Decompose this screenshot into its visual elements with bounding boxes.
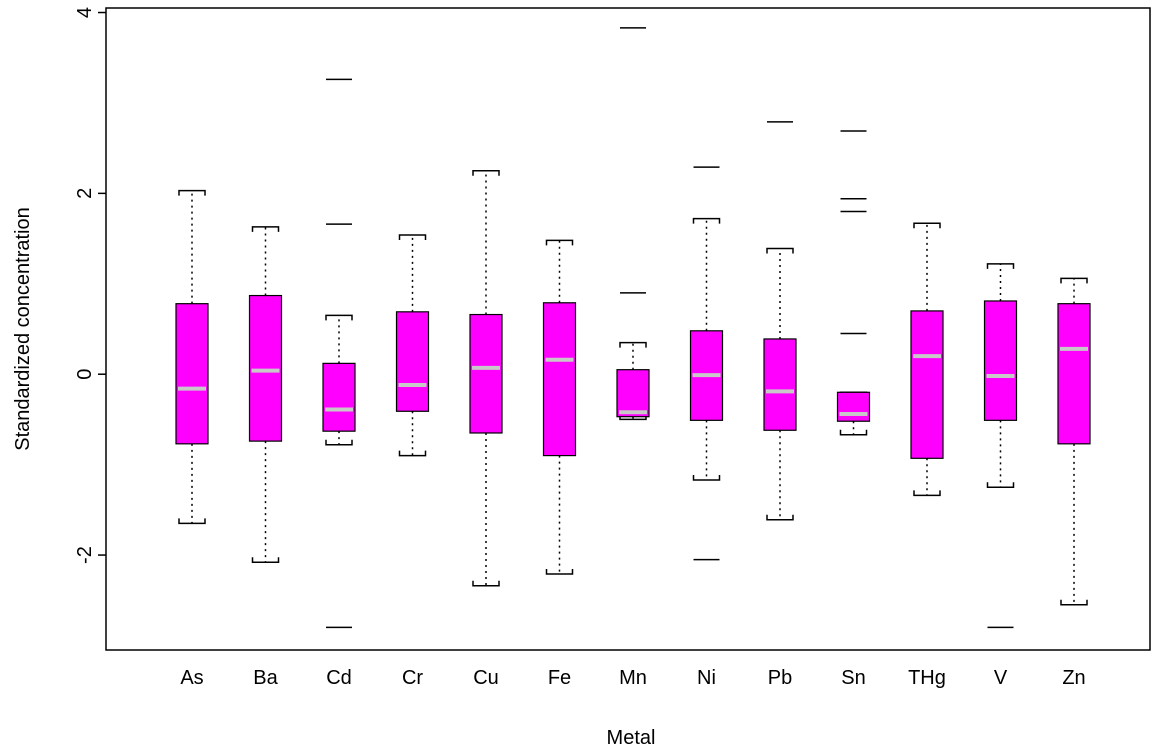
box-iqr bbox=[616, 369, 650, 418]
x-tick-label: Pb bbox=[768, 667, 792, 689]
upper-whisker-cap bbox=[766, 247, 794, 254]
box-zn bbox=[1057, 277, 1091, 606]
upper-whisker-cap bbox=[251, 226, 280, 232]
y-axis: -2 0 2 4 bbox=[74, 7, 106, 564]
upper-whisker-cap bbox=[619, 341, 647, 348]
lower-whisker-cap bbox=[913, 490, 941, 497]
box-iqr bbox=[322, 362, 356, 432]
y-tick-label: 4 bbox=[74, 7, 96, 18]
lower-whisker-cap bbox=[325, 439, 353, 446]
lower-whisker-cap bbox=[472, 580, 500, 587]
y-tick-label: -2 bbox=[74, 546, 96, 564]
upper-whisker-cap bbox=[1060, 277, 1088, 284]
upper-whisker-cap bbox=[986, 263, 1015, 269]
x-tick-label: Cr bbox=[402, 667, 423, 689]
y-axis-title: Standardized concentration bbox=[12, 207, 34, 451]
x-tick-label: Sn bbox=[841, 667, 865, 689]
box-iqr bbox=[395, 311, 430, 412]
box-iqr bbox=[836, 391, 871, 422]
x-tick-label: Ni bbox=[697, 667, 716, 689]
x-tick-label: Zn bbox=[1062, 667, 1085, 689]
box-iqr bbox=[983, 300, 1018, 421]
box-pb bbox=[763, 121, 797, 521]
lower-whisker-cap bbox=[692, 475, 721, 481]
upper-whisker-cap bbox=[692, 217, 721, 224]
box-cr bbox=[395, 234, 430, 457]
box-ni bbox=[689, 166, 724, 561]
box-fe bbox=[542, 239, 577, 575]
y-tick-label: 2 bbox=[74, 188, 96, 199]
x-axis-labels: As Ba Cd Cr Cu Fe Mn Ni Pb Sn THg V Zn bbox=[180, 667, 1085, 689]
box-sn bbox=[836, 130, 871, 436]
x-tick-label: Mn bbox=[619, 667, 647, 689]
lower-whisker-cap bbox=[178, 518, 206, 525]
lower-whisker-cap bbox=[839, 429, 868, 436]
x-tick-label: Fe bbox=[548, 667, 571, 689]
x-tick-label: Cu bbox=[473, 667, 499, 689]
box-iqr bbox=[542, 302, 577, 457]
box-as bbox=[175, 189, 209, 525]
x-tick-label: Cd bbox=[326, 667, 352, 689]
box-iqr bbox=[763, 338, 797, 431]
lower-whisker-cap bbox=[251, 557, 280, 564]
lower-whisker-cap bbox=[766, 514, 794, 521]
x-tick-label: Ba bbox=[253, 667, 278, 689]
box-ba bbox=[248, 226, 283, 564]
plot-frame bbox=[105, 7, 1151, 651]
box-iqr bbox=[910, 310, 944, 459]
box-cd bbox=[322, 78, 356, 629]
box-mn bbox=[616, 27, 650, 421]
lower-whisker-cap bbox=[545, 569, 574, 575]
box-iqr bbox=[175, 303, 209, 445]
x-tick-label: V bbox=[994, 667, 1008, 689]
box-cu bbox=[469, 170, 503, 587]
box-thg bbox=[910, 222, 944, 497]
x-tick-label: As bbox=[180, 667, 203, 689]
lower-whisker-cap bbox=[1060, 599, 1088, 606]
box-v bbox=[983, 263, 1018, 629]
box-iqr bbox=[469, 313, 503, 434]
upper-whisker-cap bbox=[398, 234, 427, 240]
lower-whisker-cap bbox=[986, 482, 1015, 488]
x-tick-label: THg bbox=[908, 667, 946, 689]
box-iqr bbox=[1057, 303, 1091, 445]
upper-whisker-cap bbox=[325, 314, 353, 321]
upper-whisker-cap bbox=[913, 222, 941, 229]
lower-whisker-cap bbox=[398, 450, 427, 457]
upper-whisker-cap bbox=[178, 189, 206, 196]
upper-whisker-cap bbox=[472, 170, 500, 176]
x-axis-title: Metal bbox=[607, 727, 656, 749]
box-iqr bbox=[248, 294, 283, 442]
y-tick-label: 0 bbox=[74, 369, 96, 380]
box-series bbox=[175, 27, 1091, 629]
upper-whisker-cap bbox=[545, 239, 574, 246]
